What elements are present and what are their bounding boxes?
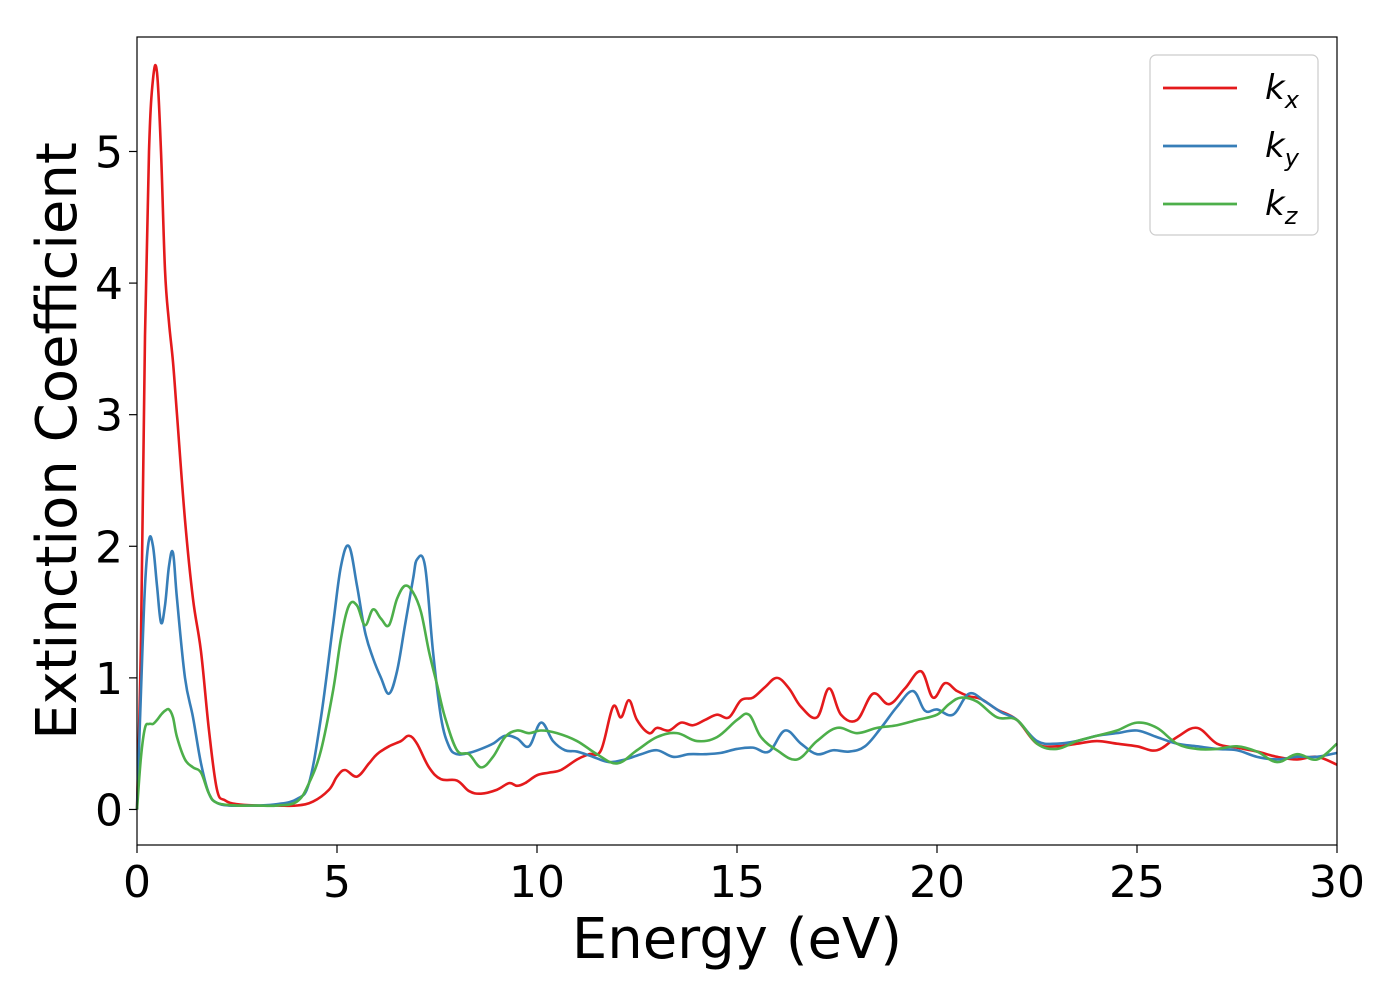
x-tick-label: 0: [123, 857, 151, 908]
x-tick-label: 25: [1109, 857, 1165, 908]
x-tick-label: 5: [323, 857, 351, 908]
y-tick-label: 3: [95, 391, 123, 442]
legend-label-z: kz: [1265, 184, 1299, 230]
y-tick-label: 1: [95, 654, 123, 705]
plot-area: [137, 37, 1337, 845]
x-tick-label: 30: [1309, 857, 1365, 908]
x-tick-label: 15: [709, 857, 765, 908]
series-lines: [135, 63, 1338, 810]
x-axis-label: Energy (eV): [572, 907, 902, 972]
y-tick-label: 4: [95, 259, 123, 310]
x-tick-label: 20: [909, 857, 965, 908]
y-tick-label: 5: [95, 127, 123, 178]
x-tick-label: 10: [509, 857, 565, 908]
x-axis-ticks: 0 5 10 15 20 25 30: [123, 845, 1365, 908]
series-line-z: [135, 584, 1338, 810]
y-tick-label: 0: [95, 785, 123, 836]
legend: kx ky kz: [1149, 54, 1319, 236]
legend-label-y: ky: [1265, 126, 1300, 172]
y-axis-label: Extinction Coefficient: [25, 142, 90, 740]
legend-items: kx ky kz: [1163, 68, 1300, 230]
y-axis-ticks: 0 1 2 3 4 5: [95, 127, 137, 836]
legend-label-x: kx: [1265, 68, 1300, 114]
y-tick-label: 2: [95, 522, 123, 573]
